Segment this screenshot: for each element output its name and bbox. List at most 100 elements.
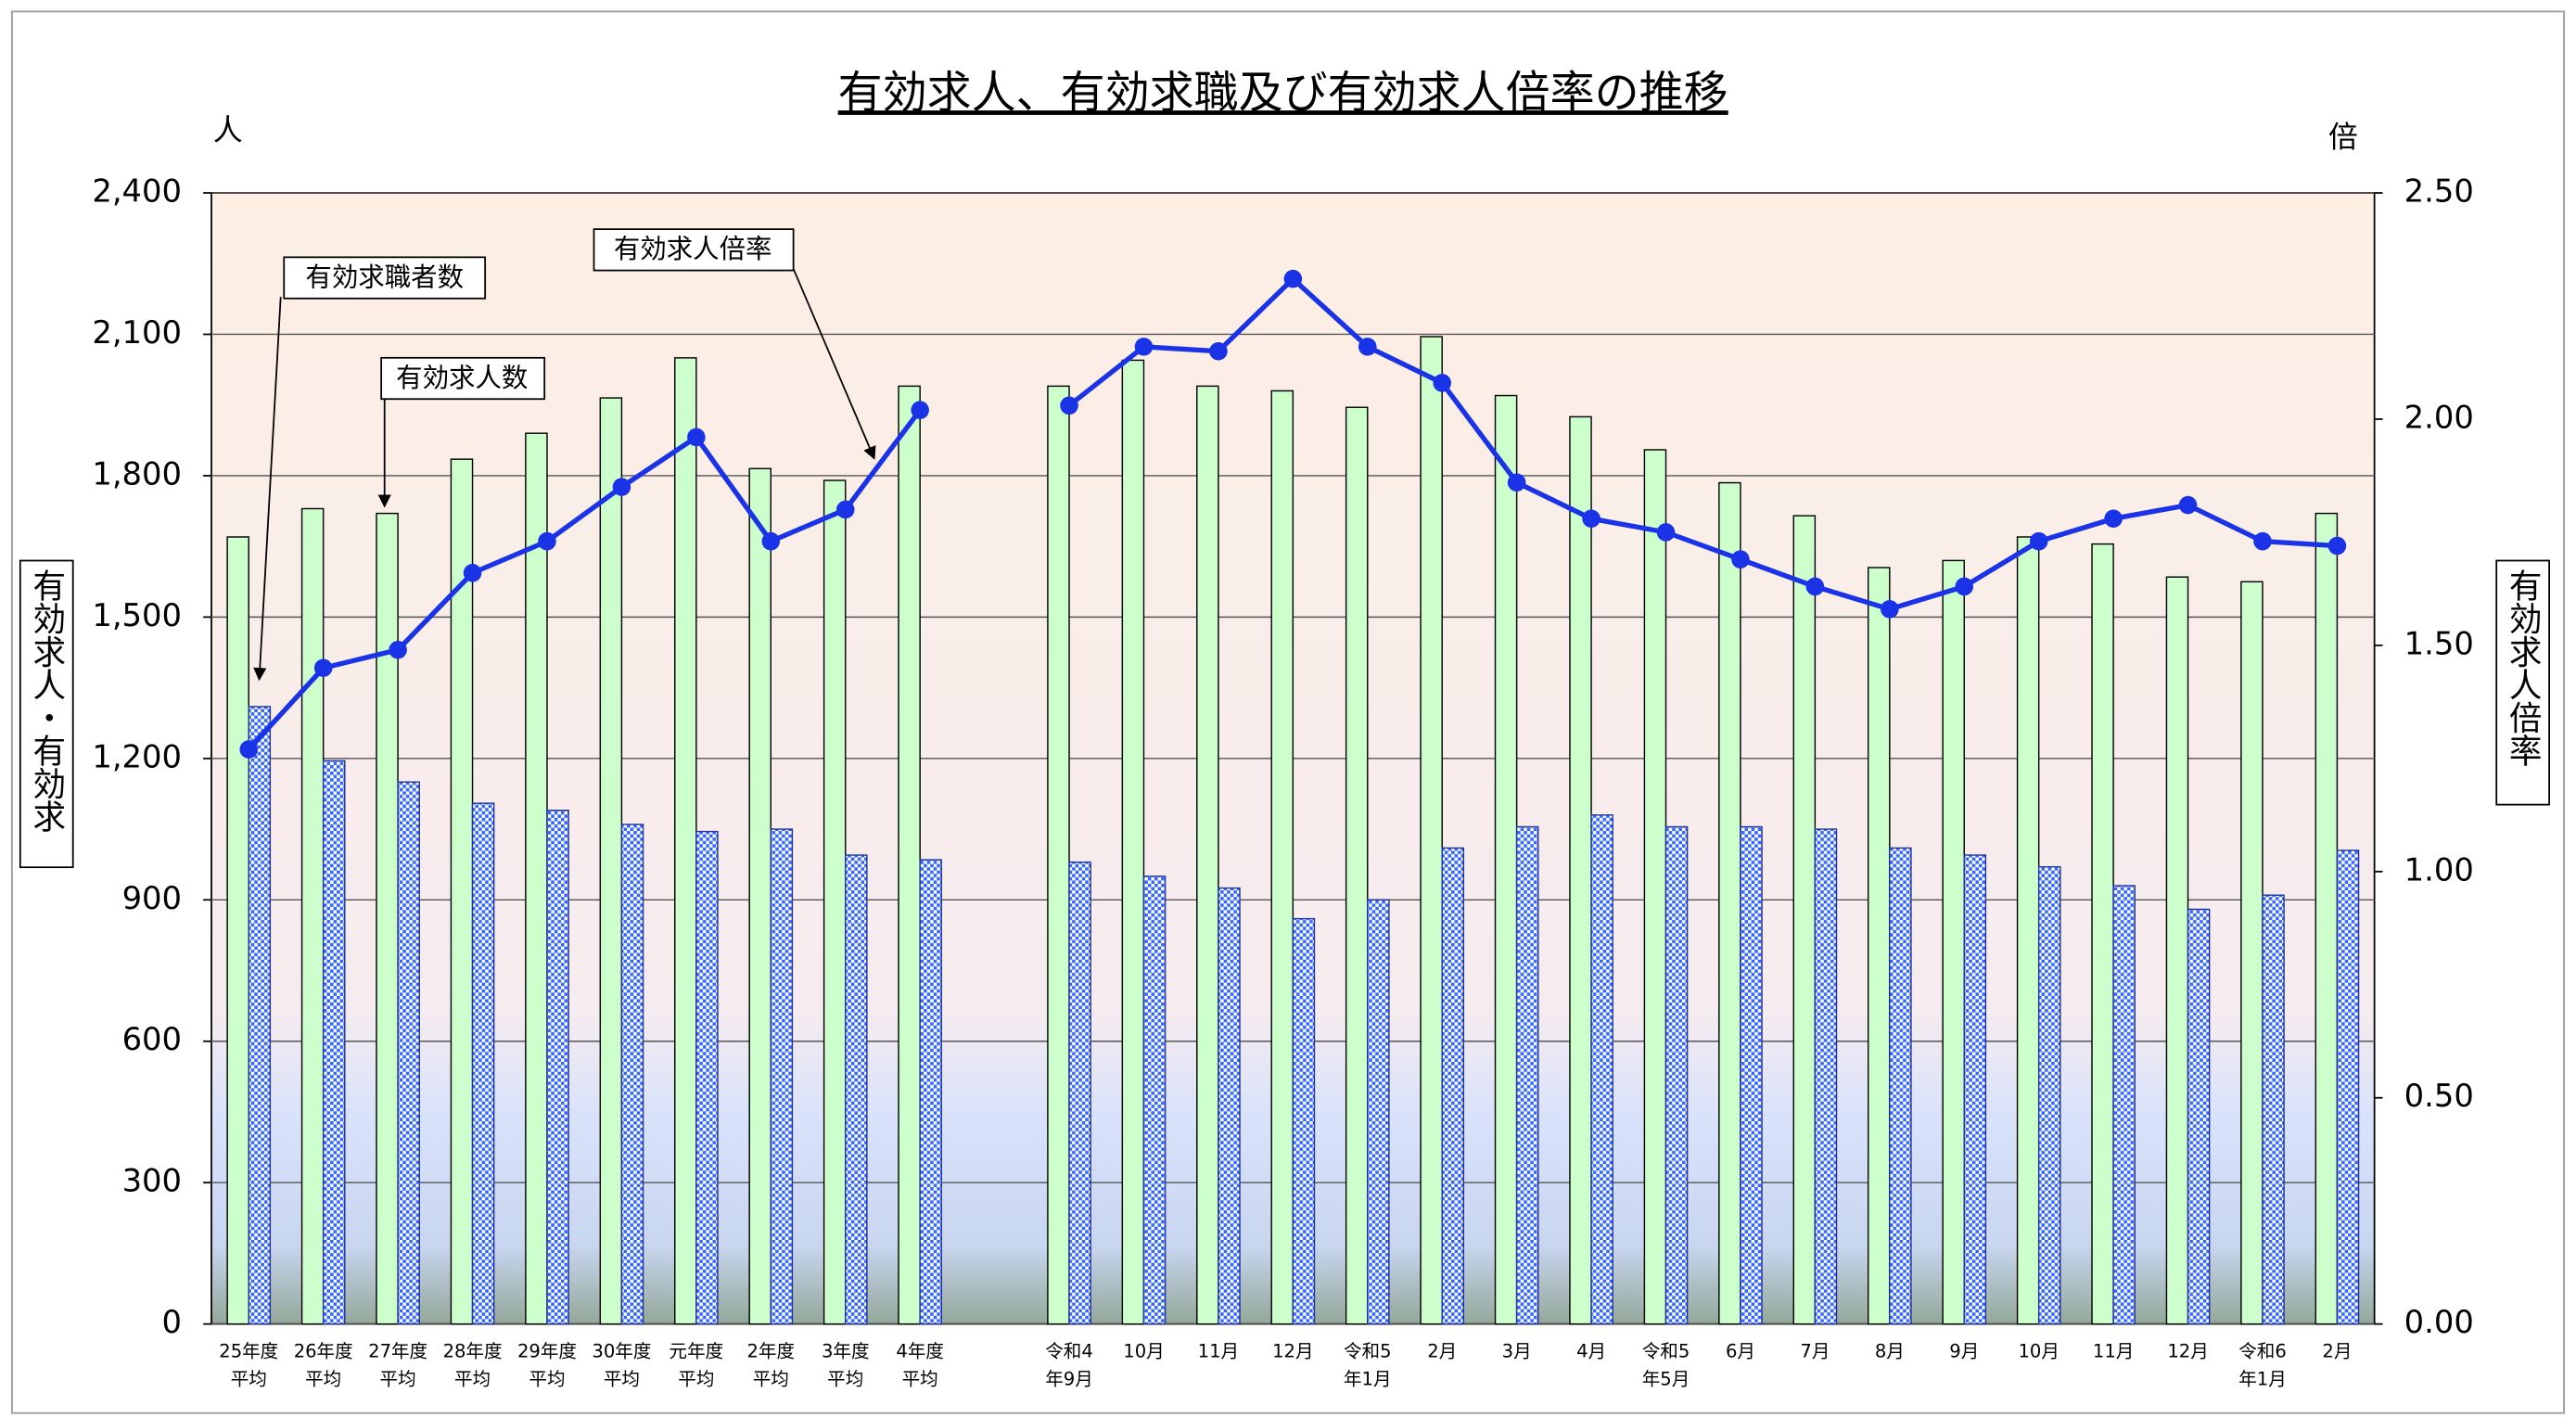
ratio-point	[2327, 536, 2347, 556]
x-tick-label: 4年度	[896, 1340, 944, 1361]
y-tick-label: 1,800	[92, 455, 182, 492]
y2-tick-label: 0.00	[2404, 1304, 2474, 1340]
x-tick-label: 11月	[2093, 1340, 2134, 1361]
bar	[1792, 515, 1817, 1325]
bar	[674, 357, 697, 1325]
bar	[2016, 536, 2040, 1325]
bar	[1292, 917, 1316, 1325]
bar	[397, 781, 420, 1325]
bar	[1121, 359, 1145, 1325]
bar	[1068, 861, 1091, 1325]
bar	[1889, 847, 1912, 1325]
x-tick-label: 3月	[1502, 1340, 1532, 1361]
ratio-point	[239, 740, 259, 759]
bar	[770, 828, 794, 1325]
y-label-box	[19, 559, 74, 869]
callout-arrow	[253, 296, 282, 682]
x-tick-label: 28年度	[443, 1340, 503, 1361]
ratio-point	[389, 640, 407, 659]
x-tick-label: 年9月	[1045, 1369, 1093, 1390]
bar	[300, 507, 325, 1325]
x-tick-label: 年5月	[1642, 1369, 1690, 1390]
x-tick-label: 9月	[1949, 1340, 1979, 1361]
x-tick-label: 25年度	[219, 1340, 278, 1361]
x-tick-label: 10月	[2018, 1340, 2059, 1361]
legend-label: 有効求人倍率	[614, 234, 772, 264]
x-tick-label: 平均	[380, 1369, 416, 1390]
ratio-line	[247, 275, 2338, 751]
x-tick-label: 30年度	[592, 1340, 651, 1361]
x-tick-label: 令和5	[1344, 1340, 1392, 1361]
bar	[599, 397, 623, 1325]
callout-box	[593, 228, 795, 272]
ratio-point	[1283, 269, 1303, 288]
ratio-point	[911, 401, 929, 419]
bar	[376, 512, 399, 1325]
ratio-point	[1358, 338, 1377, 356]
ratio-point	[1805, 577, 1825, 596]
bar	[2112, 885, 2136, 1325]
y-tick-label: 900	[122, 880, 182, 916]
bar	[1740, 825, 1763, 1325]
ratio-point	[313, 658, 333, 678]
bar	[1664, 825, 1689, 1325]
bar	[322, 760, 346, 1325]
bar	[226, 536, 249, 1325]
x-tick-label: 7月	[1800, 1340, 1830, 1361]
bar	[2187, 908, 2211, 1325]
x-tick-label: 平均	[902, 1369, 938, 1390]
ratio-point	[1582, 509, 1600, 529]
bar	[1814, 828, 1838, 1325]
callout-box	[283, 256, 487, 300]
bar	[748, 467, 772, 1325]
bar	[1367, 899, 1390, 1325]
ratio-point	[1881, 600, 1899, 619]
y2-tick-label: 2.50	[2404, 173, 2474, 210]
bar	[823, 479, 847, 1325]
x-tick-label: 年1月	[2238, 1369, 2287, 1390]
bar	[1345, 406, 1369, 1325]
bar	[1590, 814, 1613, 1325]
x-tick-label: 10月	[1123, 1340, 1164, 1361]
bar	[2240, 581, 2264, 1325]
y2-unit: 倍	[2328, 119, 2358, 154]
y-tick-label: 2,400	[92, 173, 182, 210]
bar	[2091, 543, 2114, 1325]
frame	[11, 10, 2565, 1414]
bar	[1515, 825, 1539, 1325]
legend-label: 有効求職者数	[305, 262, 464, 292]
bar	[2165, 576, 2189, 1325]
x-tick-label: 2月	[1427, 1340, 1457, 1361]
x-tick-label: 11月	[1198, 1340, 1239, 1361]
x-tick-label: 令和5	[1642, 1340, 1690, 1361]
ratio-point	[538, 531, 556, 551]
bar	[1494, 394, 1518, 1325]
y2-label-box	[2495, 559, 2550, 806]
ratio-point	[1060, 396, 1078, 415]
ratio-point	[761, 531, 781, 551]
x-tick-label: 29年度	[517, 1340, 577, 1361]
x-tick-label: 4月	[1576, 1340, 1606, 1361]
ratio-point	[1507, 473, 1526, 492]
bar	[2262, 894, 2285, 1325]
bar	[2315, 512, 2339, 1325]
ratio-point	[463, 564, 482, 582]
callout-arrow	[792, 268, 876, 460]
y-tick-label: 1,200	[92, 738, 182, 774]
y2-tick-label: 1.00	[2404, 851, 2474, 888]
bar	[1142, 875, 1167, 1325]
y2-tick-label: 0.50	[2404, 1078, 2474, 1114]
ratio-point	[835, 500, 855, 519]
ratio-point	[687, 428, 706, 447]
x-tick-label: 平均	[454, 1369, 491, 1390]
bar	[1963, 854, 1987, 1325]
x-tick-label: 26年度	[294, 1340, 353, 1361]
x-tick-label: 平均	[678, 1369, 714, 1390]
y-axis-label: 有効求人・有効求	[28, 568, 66, 832]
ratio-point	[1955, 577, 1974, 596]
x-tick-label: 平均	[305, 1369, 341, 1390]
ratio-point	[2029, 531, 2048, 551]
bar	[1420, 336, 1443, 1325]
